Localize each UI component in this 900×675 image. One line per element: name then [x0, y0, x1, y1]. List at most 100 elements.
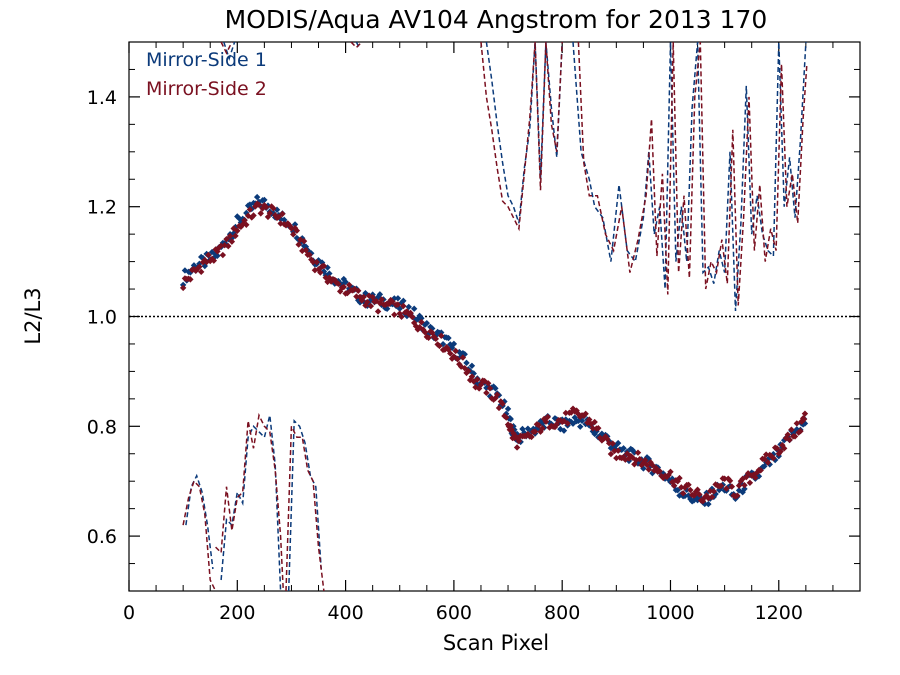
- data-point-series-2: [696, 491, 703, 498]
- data-point-series-2: [295, 241, 302, 248]
- data-point-series-1: [445, 334, 452, 342]
- data-point-series-2: [241, 217, 248, 224]
- data-point-series-1: [423, 319, 431, 327]
- data-point-series-2: [607, 450, 615, 458]
- data-point-series-2: [257, 210, 264, 217]
- data-point-series-2: [344, 289, 351, 297]
- scatter-points-group: [179, 193, 809, 508]
- data-point-series-2: [250, 212, 257, 219]
- x-tick-label: 1000: [646, 602, 694, 624]
- data-point-series-1: [199, 254, 207, 262]
- data-point-series-1: [701, 500, 708, 508]
- data-point-series-1: [410, 305, 418, 312]
- data-point-series-2: [784, 431, 792, 438]
- dashed-line-series-2: [182, 479, 217, 591]
- data-point-series-2: [313, 258, 320, 266]
- data-point-series-1: [376, 291, 384, 298]
- data-point-series-2: [468, 373, 476, 380]
- data-point-series-2: [685, 481, 692, 488]
- data-point-series-2: [752, 474, 759, 481]
- data-point-series-2: [708, 493, 716, 501]
- data-point-series-2: [577, 413, 584, 421]
- data-point-series-1: [607, 444, 615, 452]
- data-point-series-2: [649, 461, 656, 469]
- y-tick-label: 1.4: [87, 87, 117, 109]
- data-point-series-2: [306, 251, 313, 258]
- data-point-series-1: [400, 297, 407, 305]
- data-point-series-2: [656, 467, 663, 475]
- data-point-series-2: [187, 276, 194, 283]
- data-point-series-2: [642, 457, 649, 464]
- data-point-series-2: [743, 473, 750, 481]
- data-point-series-2: [735, 482, 743, 489]
- data-point-series-2: [741, 481, 748, 489]
- data-point-series-1: [201, 262, 209, 270]
- data-point-series-2: [734, 492, 741, 499]
- data-point-series-2: [528, 433, 535, 441]
- data-point-series-2: [317, 269, 324, 276]
- data-point-series-2: [800, 415, 808, 423]
- data-point-series-2: [770, 454, 777, 462]
- data-point-series-1: [629, 446, 636, 454]
- data-point-series-2: [266, 209, 273, 217]
- data-point-series-2: [746, 479, 754, 486]
- data-point-series-2: [483, 389, 490, 397]
- data-point-series-2: [335, 280, 342, 288]
- data-point-series-2: [232, 232, 239, 240]
- data-point-series-2: [591, 418, 598, 426]
- dashed-line-series-2: [577, 42, 808, 306]
- axis-ticks: 0 200 400 600 800 1000 1200 0.6 0.8 1.0 1.2 1.4: [87, 42, 861, 624]
- data-point-series-2: [645, 466, 653, 473]
- data-point-series-1: [575, 417, 582, 425]
- y-tick-label: 1.0: [87, 307, 117, 329]
- data-point-series-1: [560, 427, 568, 434]
- data-point-series-2: [539, 425, 546, 432]
- data-point-series-1: [273, 206, 281, 213]
- dashed-line-series-1: [572, 42, 807, 312]
- data-point-series-1: [569, 420, 577, 427]
- data-point-series-2: [293, 227, 301, 234]
- data-point-series-2: [340, 283, 347, 291]
- data-point-series-2: [300, 237, 308, 245]
- data-point-series-2: [705, 494, 712, 502]
- y-tick-label: 0.6: [87, 526, 117, 548]
- data-point-series-2: [544, 413, 551, 421]
- data-point-series-1: [214, 252, 221, 259]
- data-point-series-2: [421, 329, 429, 336]
- data-point-series-1: [492, 385, 499, 392]
- data-point-series-2: [210, 257, 218, 264]
- data-point-series-1: [780, 437, 788, 444]
- data-point-series-2: [723, 485, 730, 492]
- data-point-series-2: [270, 205, 277, 212]
- data-point-series-2: [259, 205, 266, 212]
- data-point-series-2: [775, 450, 782, 457]
- data-point-series-2: [208, 255, 216, 263]
- data-point-series-2: [537, 428, 544, 435]
- data-point-series-2: [643, 461, 651, 469]
- data-point-series-2: [569, 405, 577, 412]
- data-point-series-2: [226, 232, 234, 240]
- data-point-series-2: [638, 462, 645, 469]
- data-point-series-2: [706, 487, 714, 495]
- data-point-series-2: [739, 475, 746, 483]
- data-point-series-2: [389, 298, 396, 305]
- x-tick-label: 600: [436, 602, 472, 624]
- y-tick-label: 0.8: [87, 416, 117, 438]
- data-point-series-2: [223, 235, 230, 243]
- data-point-series-2: [279, 210, 286, 218]
- data-point-series-2: [710, 488, 717, 495]
- data-point-series-2: [596, 434, 604, 442]
- data-point-series-2: [575, 410, 582, 418]
- data-point-series-2: [604, 435, 611, 443]
- data-point-series-2: [609, 440, 616, 447]
- data-point-series-2: [640, 459, 647, 466]
- data-point-series-2: [636, 455, 643, 463]
- data-point-series-2: [364, 298, 371, 306]
- data-point-series-2: [535, 421, 542, 429]
- data-point-series-2: [465, 367, 472, 375]
- dashed-line-series-2: [285, 425, 325, 591]
- data-point-series-2: [391, 311, 398, 318]
- data-point-series-2: [378, 296, 385, 303]
- data-point-series-2: [605, 440, 613, 447]
- dashed-line-series-1: [223, 42, 236, 61]
